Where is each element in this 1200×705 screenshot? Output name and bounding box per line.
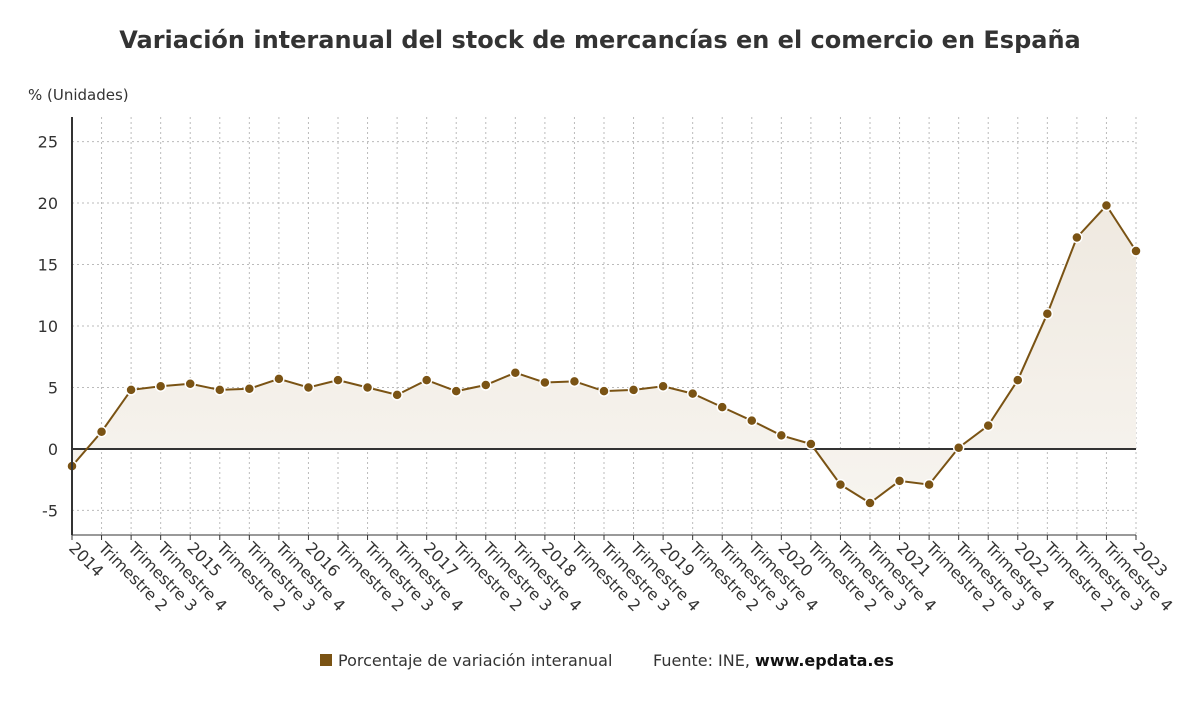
point [923, 478, 935, 491]
point [450, 385, 462, 397]
y-axis-label: % (Unidades) [28, 86, 129, 104]
point [893, 475, 906, 487]
point [716, 401, 728, 413]
point [1012, 374, 1024, 386]
y-tick-label: 15 [38, 256, 58, 275]
point [746, 414, 758, 427]
point [1130, 245, 1142, 257]
point [154, 380, 167, 392]
point [568, 375, 581, 388]
point [1041, 307, 1054, 320]
point [509, 366, 522, 379]
point [214, 384, 226, 396]
point [361, 381, 374, 394]
point [627, 384, 640, 396]
point [834, 478, 847, 491]
chart-title: Variación interanual del stock de mercan… [119, 26, 1080, 54]
point [420, 374, 433, 386]
y-tick-label: 5 [48, 378, 58, 397]
point [332, 374, 344, 386]
point [125, 384, 137, 396]
point [952, 441, 965, 454]
y-tick-label: -5 [42, 501, 58, 520]
point [243, 382, 256, 395]
legend-label: Porcentaje de variación interanual [338, 651, 612, 670]
point [480, 379, 492, 391]
source-text: Fuente: INE, [653, 651, 750, 670]
point [775, 429, 788, 442]
point [539, 376, 551, 389]
point [184, 378, 196, 390]
source: Fuente: INE, www.epdata.es [653, 651, 894, 670]
point [864, 497, 876, 509]
point [302, 381, 315, 394]
source-site: www.epdata.es [755, 651, 894, 670]
y-tick-label: 0 [48, 440, 58, 459]
point [95, 425, 108, 438]
legend-swatch [320, 654, 332, 666]
point [805, 438, 817, 450]
y-tick-label: 10 [38, 317, 58, 336]
point [391, 389, 403, 401]
point [982, 419, 994, 432]
y-tick-label: 20 [38, 194, 58, 213]
point [686, 387, 699, 400]
point [598, 385, 610, 397]
point [1100, 199, 1113, 212]
y-tick-label: 25 [38, 133, 58, 152]
point [273, 373, 285, 385]
point [1071, 231, 1083, 244]
point [657, 380, 669, 392]
area [72, 205, 1136, 504]
